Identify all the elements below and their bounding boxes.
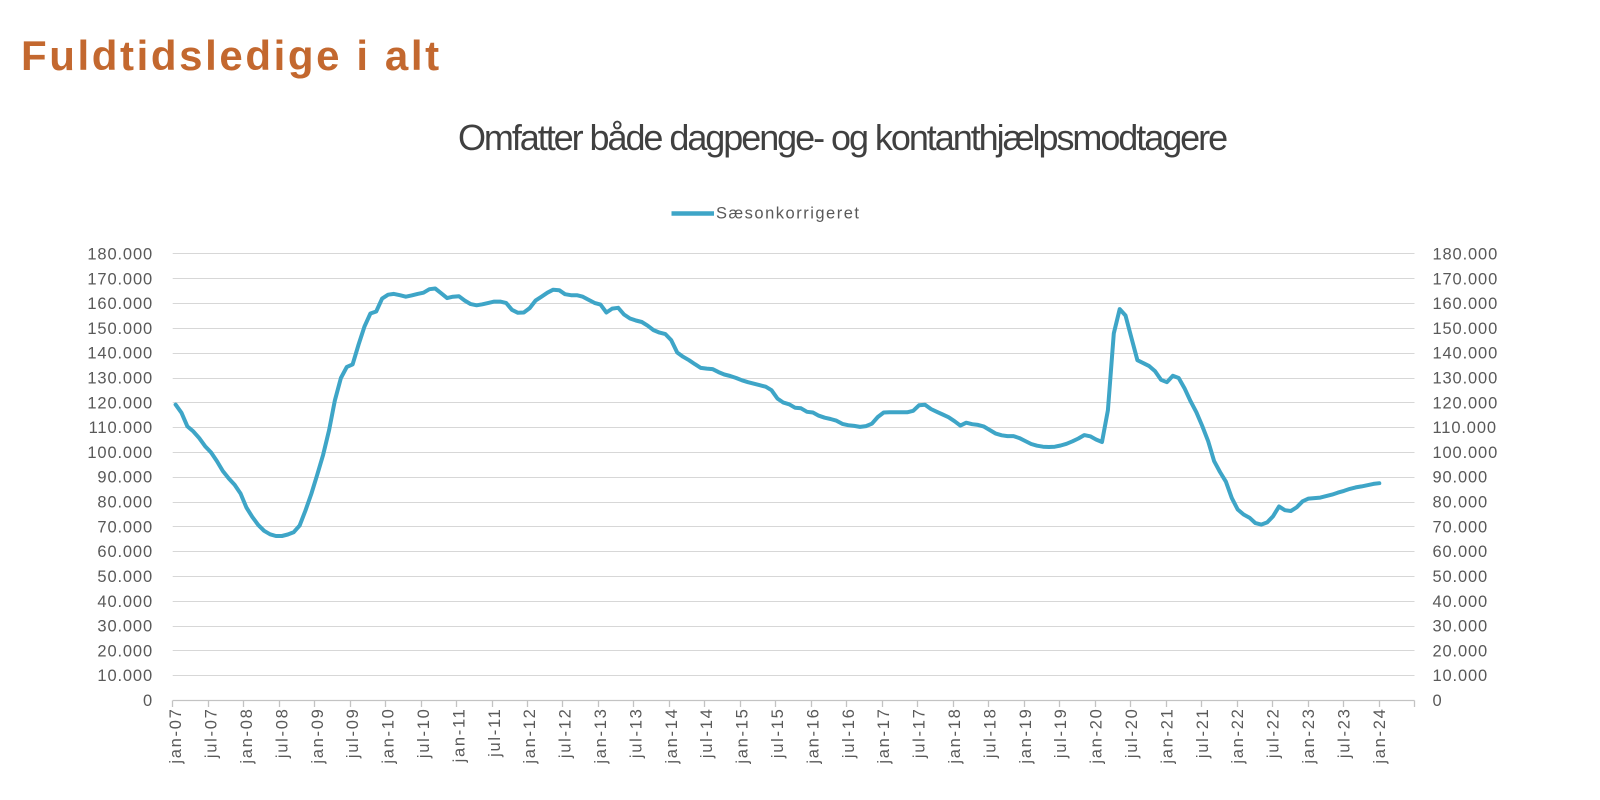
svg-text:10.000: 10.000	[97, 667, 153, 685]
svg-text:70.000: 70.000	[97, 518, 153, 536]
svg-text:jul-13: jul-13	[627, 708, 645, 760]
svg-text:jul-11: jul-11	[486, 708, 504, 758]
svg-text:40.000: 40.000	[97, 593, 153, 611]
svg-text:130.000: 130.000	[87, 370, 153, 388]
svg-text:jan-09: jan-09	[309, 708, 327, 765]
svg-text:10.000: 10.000	[1433, 667, 1489, 685]
svg-text:jul-10: jul-10	[415, 708, 433, 760]
svg-text:jan-17: jan-17	[875, 708, 893, 765]
svg-text:140.000: 140.000	[1433, 345, 1499, 363]
svg-text:150.000: 150.000	[87, 320, 153, 338]
svg-text:jan-11: jan-11	[450, 708, 468, 764]
svg-text:jan-18: jan-18	[946, 708, 964, 765]
svg-text:120.000: 120.000	[1433, 394, 1499, 412]
svg-text:110.000: 110.000	[1433, 419, 1497, 437]
svg-text:jul-21: jul-21	[1194, 708, 1212, 760]
svg-text:jul-07: jul-07	[203, 708, 221, 760]
svg-text:jan-19: jan-19	[1017, 708, 1035, 765]
svg-text:jul-22: jul-22	[1265, 708, 1283, 760]
svg-text:180.000: 180.000	[1433, 246, 1499, 264]
svg-text:80.000: 80.000	[1433, 494, 1489, 512]
svg-text:jul-18: jul-18	[981, 708, 999, 760]
svg-text:60.000: 60.000	[97, 543, 153, 561]
svg-text:jan-15: jan-15	[734, 708, 752, 765]
svg-text:jan-13: jan-13	[592, 708, 610, 765]
svg-text:jan-08: jan-08	[238, 708, 256, 765]
svg-text:jul-14: jul-14	[698, 708, 716, 760]
svg-text:110.000: 110.000	[89, 419, 153, 437]
svg-text:jan-14: jan-14	[663, 708, 681, 765]
svg-text:jul-15: jul-15	[769, 708, 787, 760]
svg-text:jul-08: jul-08	[273, 708, 291, 760]
svg-text:jan-24: jan-24	[1371, 708, 1389, 765]
svg-text:90.000: 90.000	[1433, 469, 1489, 487]
svg-text:jan-23: jan-23	[1300, 708, 1318, 765]
svg-text:100.000: 100.000	[1433, 444, 1499, 462]
svg-text:jan-22: jan-22	[1229, 708, 1247, 765]
svg-text:jul-20: jul-20	[1123, 708, 1141, 760]
svg-text:160.000: 160.000	[87, 295, 153, 313]
svg-text:70.000: 70.000	[1433, 518, 1489, 536]
svg-text:0: 0	[143, 692, 153, 710]
svg-text:170.000: 170.000	[1433, 270, 1499, 288]
svg-text:jul-17: jul-17	[911, 708, 929, 760]
svg-text:jul-23: jul-23	[1335, 708, 1353, 760]
svg-text:30.000: 30.000	[1433, 618, 1489, 636]
svg-text:90.000: 90.000	[97, 469, 153, 487]
svg-text:50.000: 50.000	[1433, 568, 1489, 586]
svg-text:20.000: 20.000	[97, 642, 153, 660]
svg-text:jan-16: jan-16	[804, 708, 822, 765]
svg-text:jan-12: jan-12	[521, 708, 539, 765]
svg-text:140.000: 140.000	[87, 345, 153, 363]
svg-text:40.000: 40.000	[1433, 593, 1489, 611]
svg-text:120.000: 120.000	[87, 394, 153, 412]
svg-text:30.000: 30.000	[97, 618, 153, 636]
svg-text:50.000: 50.000	[97, 568, 153, 586]
svg-text:jul-19: jul-19	[1052, 708, 1070, 760]
svg-text:Sæsonkorrigeret: Sæsonkorrigeret	[716, 205, 860, 223]
svg-text:20.000: 20.000	[1433, 642, 1489, 660]
svg-text:100.000: 100.000	[87, 444, 153, 462]
svg-text:jan-07: jan-07	[167, 708, 185, 765]
svg-text:0: 0	[1433, 692, 1443, 710]
svg-text:80.000: 80.000	[97, 494, 153, 512]
svg-text:150.000: 150.000	[1433, 320, 1499, 338]
svg-text:jul-16: jul-16	[840, 708, 858, 760]
svg-text:jul-09: jul-09	[344, 708, 362, 760]
svg-text:jan-10: jan-10	[380, 708, 398, 765]
svg-text:jul-12: jul-12	[557, 708, 575, 760]
svg-text:180.000: 180.000	[87, 246, 153, 264]
svg-text:170.000: 170.000	[87, 270, 153, 288]
svg-text:60.000: 60.000	[1433, 543, 1489, 561]
svg-text:160.000: 160.000	[1433, 295, 1499, 313]
svg-text:130.000: 130.000	[1433, 370, 1499, 388]
svg-text:jan-21: jan-21	[1158, 708, 1176, 765]
svg-text:jan-20: jan-20	[1088, 708, 1106, 765]
